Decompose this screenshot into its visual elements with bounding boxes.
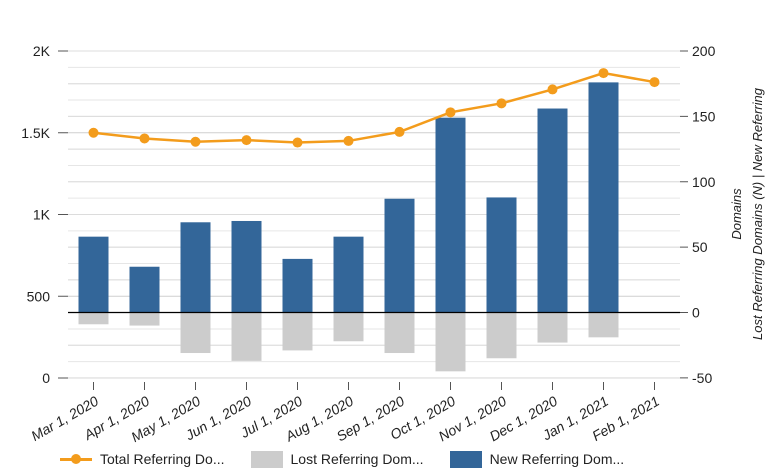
bar-lost bbox=[78, 312, 109, 325]
right-tick-label: 200 bbox=[692, 43, 716, 59]
point-total bbox=[496, 98, 507, 109]
point-total bbox=[394, 126, 405, 137]
point-total bbox=[88, 127, 99, 138]
bar-new bbox=[537, 108, 568, 313]
bar-lost bbox=[180, 312, 211, 354]
legend-label-total: Total Referring Do... bbox=[100, 451, 225, 467]
right-tick-label: 50 bbox=[692, 239, 708, 255]
bar-new bbox=[78, 236, 109, 313]
bar-new bbox=[180, 222, 211, 313]
legend-item-new[interactable]: New Referring Dom... bbox=[449, 450, 625, 468]
bar-lost bbox=[588, 312, 619, 338]
bar-lost bbox=[384, 312, 415, 354]
bar-new bbox=[231, 220, 262, 313]
left-tick-label: 500 bbox=[27, 288, 51, 304]
right-axis-title-line1: Lost Referring Domains (N) | New Referri… bbox=[750, 87, 765, 340]
legend: Total Referring Do... Lost Referring Dom… bbox=[60, 447, 760, 471]
right-axis-title-line2: Domains bbox=[729, 188, 744, 240]
bar-new bbox=[129, 266, 160, 313]
bar-new bbox=[384, 198, 415, 313]
point-total bbox=[139, 133, 150, 144]
bar-lost bbox=[231, 312, 262, 361]
point-total bbox=[292, 137, 303, 148]
left-tick-label: 1K bbox=[33, 207, 51, 223]
bar-lost bbox=[435, 312, 466, 372]
bar-new bbox=[486, 197, 517, 313]
point-total bbox=[190, 136, 201, 147]
right-tick-label: 100 bbox=[692, 174, 716, 190]
legend-swatch-lost bbox=[250, 450, 283, 468]
left-tick-label: 0 bbox=[42, 370, 50, 386]
line-total bbox=[93, 71, 655, 144]
point-total bbox=[445, 107, 456, 118]
legend-item-total[interactable]: Total Referring Do... bbox=[60, 451, 225, 468]
bar-new bbox=[282, 258, 313, 313]
legend-swatch-new bbox=[449, 450, 482, 468]
legend-label-new: New Referring Dom... bbox=[489, 451, 625, 467]
right-tick-label: 0 bbox=[692, 305, 700, 321]
point-total bbox=[241, 135, 252, 146]
legend-swatch-total bbox=[60, 451, 92, 468]
point-total bbox=[343, 135, 354, 146]
left-tick-label: 2K bbox=[33, 43, 51, 59]
bar-lost bbox=[537, 312, 568, 343]
right-tick-label: -50 bbox=[692, 370, 712, 386]
bar-lost bbox=[333, 312, 364, 342]
bar-lost bbox=[129, 312, 160, 326]
point-total bbox=[547, 84, 558, 95]
left-tick-label: 1.5K bbox=[21, 125, 50, 141]
bar-lost bbox=[486, 312, 517, 359]
point-total bbox=[649, 77, 660, 88]
bar-new bbox=[435, 117, 466, 313]
bar-new bbox=[588, 82, 619, 313]
point-total bbox=[598, 68, 609, 79]
legend-label-lost: Lost Referring Dom... bbox=[290, 451, 424, 467]
bar-new bbox=[333, 236, 364, 313]
legend-item-lost[interactable]: Lost Referring Dom... bbox=[250, 450, 424, 468]
right-tick-label: 150 bbox=[692, 108, 716, 124]
bar-lost bbox=[282, 312, 313, 351]
